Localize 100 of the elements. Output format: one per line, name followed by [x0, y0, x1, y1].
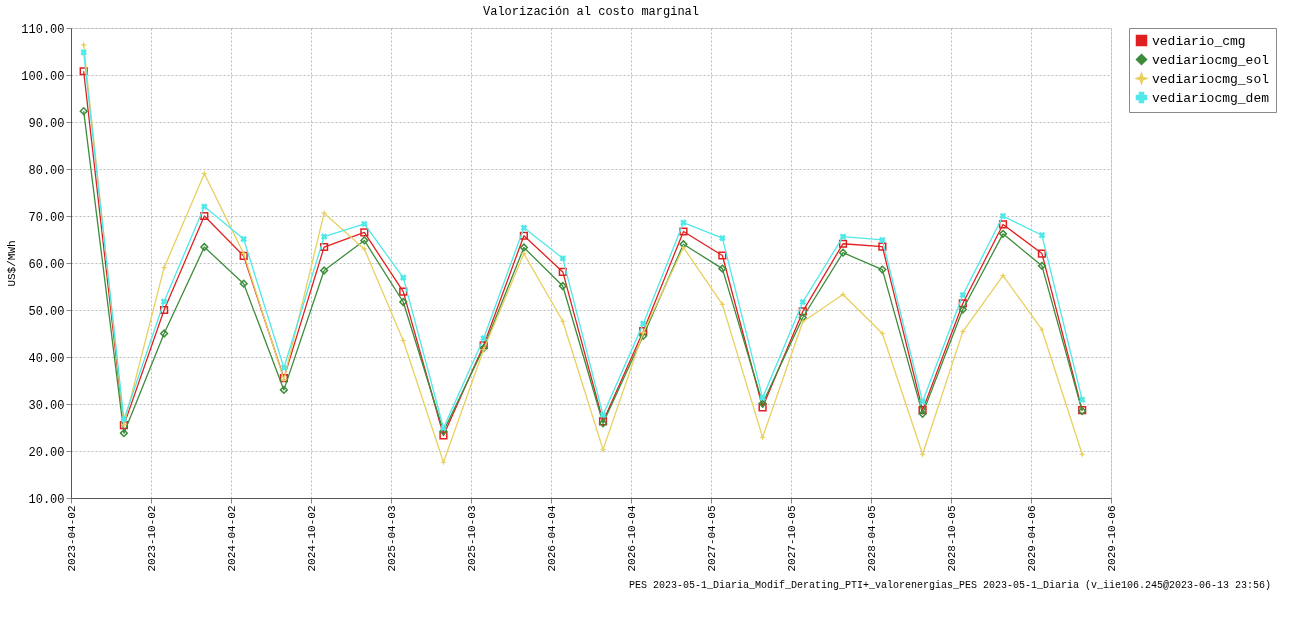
point [799, 298, 807, 306]
point [160, 305, 169, 315]
y-tick-label: 100.00 [21, 69, 65, 84]
point [758, 403, 767, 412]
point [239, 251, 248, 261]
y-tick-label: 30.00 [28, 398, 65, 413]
point [958, 305, 967, 314]
y-tick-label: 110.00 [21, 22, 65, 37]
point [998, 229, 1008, 238]
point [839, 291, 847, 298]
x-tick-label: 2028-10-05 [945, 505, 958, 572]
y-tick-label: 80.00 [28, 163, 65, 178]
point [719, 301, 726, 308]
point [919, 450, 926, 458]
point [80, 41, 88, 49]
point [759, 434, 766, 441]
point [80, 49, 87, 56]
legend-label: vediariocmg_dem [1152, 90, 1270, 106]
point [279, 385, 288, 394]
point [599, 411, 607, 419]
point [119, 429, 128, 438]
point [240, 250, 248, 257]
x-tick-label: 2025-04-03 [385, 505, 398, 572]
point [520, 250, 528, 257]
point [679, 227, 688, 236]
point [558, 281, 567, 291]
point [959, 328, 967, 335]
point [839, 233, 847, 240]
point [1037, 261, 1047, 270]
legend-label: vediariocmg_eol [1152, 52, 1270, 68]
point [718, 264, 727, 273]
point [999, 272, 1007, 280]
y-tick-label: 50.00 [28, 304, 65, 319]
point [838, 239, 848, 248]
point [718, 251, 727, 260]
x-tick-label: 2026-04-04 [545, 505, 558, 572]
y-tick-label: 10.00 [28, 492, 65, 507]
point [998, 220, 1008, 229]
x-tick-label: 2026-10-04 [625, 505, 638, 572]
point [360, 245, 368, 253]
point [120, 416, 128, 423]
point [160, 298, 168, 305]
point [878, 265, 887, 274]
point [440, 458, 447, 466]
point [280, 364, 288, 372]
point [399, 337, 407, 344]
point [520, 224, 528, 232]
point [439, 427, 448, 436]
point [559, 317, 567, 325]
point [239, 279, 248, 288]
x-tick-label: 2028-04-05 [865, 505, 878, 572]
x-tick-label: 2024-04-02 [225, 505, 238, 572]
chart-title: Valorización al costo marginal [482, 5, 700, 19]
x-tick-label: 2025-10-03 [465, 505, 478, 572]
point [160, 329, 169, 338]
point [558, 267, 567, 277]
point [680, 244, 687, 251]
y-tick-label: 40.00 [28, 351, 65, 366]
point [879, 330, 886, 337]
y-tick-label: 90.00 [28, 116, 65, 131]
point [240, 235, 247, 243]
point [480, 334, 487, 342]
x-tick-label: 2029-04-06 [1025, 505, 1038, 572]
x-tick-label: 2029-10-06 [1105, 505, 1118, 572]
point [1078, 396, 1086, 404]
x-tick-label: 2024-10-02 [305, 505, 318, 572]
point [201, 203, 208, 210]
text: PES 2023-05-1_Diaria_Modif_Derating_PTI+_valorenergias_PES 2023-05-1_Diaria (v_iie106.245@2023-06-13 23:56) [628, 580, 1271, 591]
y-tick-label: 20.00 [28, 445, 65, 460]
point [719, 234, 726, 242]
x-tick-label: 2027-10-05 [785, 505, 798, 572]
point [1078, 450, 1086, 458]
point [918, 406, 927, 415]
point [1038, 231, 1046, 239]
x-tick-label: 2027-04-05 [705, 505, 718, 572]
point [439, 431, 448, 440]
point [440, 424, 447, 432]
point [200, 211, 209, 221]
legend-label: vediariocmg_sol [1152, 71, 1270, 87]
point [399, 287, 408, 296]
point [838, 248, 848, 257]
point [79, 107, 88, 116]
point [79, 67, 88, 76]
x-tick-label: 2023-04-02 [65, 505, 78, 572]
point [200, 170, 208, 178]
point [798, 313, 807, 322]
point [879, 236, 886, 244]
point [160, 264, 168, 272]
point [320, 242, 329, 252]
point [399, 297, 408, 307]
point [759, 394, 766, 402]
point [320, 266, 329, 275]
y-axis-title: US$/MWh [6, 240, 19, 287]
legend-label: vediario_cmg [1152, 33, 1246, 49]
point [200, 242, 209, 252]
point [878, 242, 887, 251]
point [758, 399, 767, 408]
x-tick-label: 2023-10-02 [145, 505, 158, 572]
point [559, 254, 567, 262]
y-tick-label: 60.00 [28, 257, 65, 272]
